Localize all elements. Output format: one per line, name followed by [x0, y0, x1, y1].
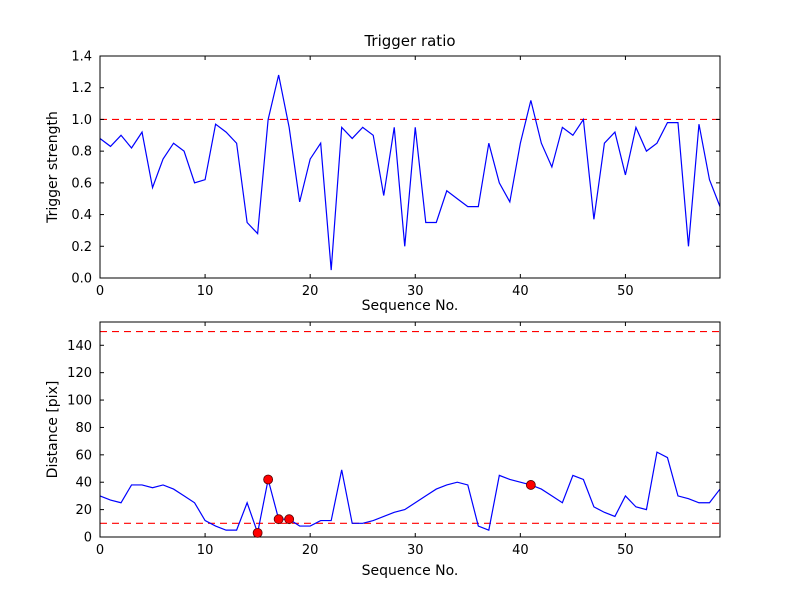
trigger-strength-chart: 0 10 20 30 40 50 0.0 0.2 0.4 0.6 0.8 1.0 1.2 1.4 Trigg…: [45, 32, 721, 314]
svg-text:Trigger strength: Trigger strength: [45, 111, 61, 224]
svg-text:Trigger ratio: Trigger ratio: [363, 32, 455, 50]
distance-chart: 0 10 20 30 40 50 0 20 40 60 80 100 120 140 Sequence No…: [45, 321, 721, 579]
svg-text:30: 30: [407, 284, 424, 299]
svg-text:Sequence No.: Sequence No.: [362, 563, 459, 579]
svg-text:20: 20: [302, 543, 319, 558]
svg-text:30: 30: [407, 543, 424, 558]
svg-text:1.4: 1.4: [71, 50, 92, 65]
svg-text:0: 0: [96, 284, 104, 299]
svg-text:0.8: 0.8: [71, 145, 92, 160]
svg-text:140: 140: [67, 339, 92, 354]
svg-text:1.0: 1.0: [71, 113, 92, 128]
svg-text:1.2: 1.2: [71, 81, 92, 96]
svg-text:40: 40: [512, 543, 529, 558]
svg-text:0: 0: [96, 543, 104, 558]
svg-text:10: 10: [197, 284, 214, 299]
svg-text:50: 50: [617, 284, 634, 299]
svg-text:60: 60: [75, 448, 92, 463]
svg-text:Sequence No.: Sequence No.: [362, 298, 459, 314]
svg-text:80: 80: [75, 421, 92, 436]
svg-text:20: 20: [75, 503, 92, 518]
svg-text:Distance [pix]: Distance [pix]: [45, 381, 61, 479]
svg-text:10: 10: [197, 543, 214, 558]
svg-text:20: 20: [302, 284, 319, 299]
svg-text:40: 40: [512, 284, 529, 299]
svg-text:0.0: 0.0: [71, 272, 92, 287]
svg-text:120: 120: [67, 366, 92, 381]
svg-text:100: 100: [67, 394, 92, 409]
svg-text:40: 40: [75, 476, 92, 491]
svg-text:0.4: 0.4: [71, 208, 92, 223]
svg-text:0.6: 0.6: [71, 176, 92, 191]
svg-text:50: 50: [617, 543, 634, 558]
svg-text:0.2: 0.2: [71, 240, 92, 255]
svg-text:0: 0: [84, 531, 92, 546]
